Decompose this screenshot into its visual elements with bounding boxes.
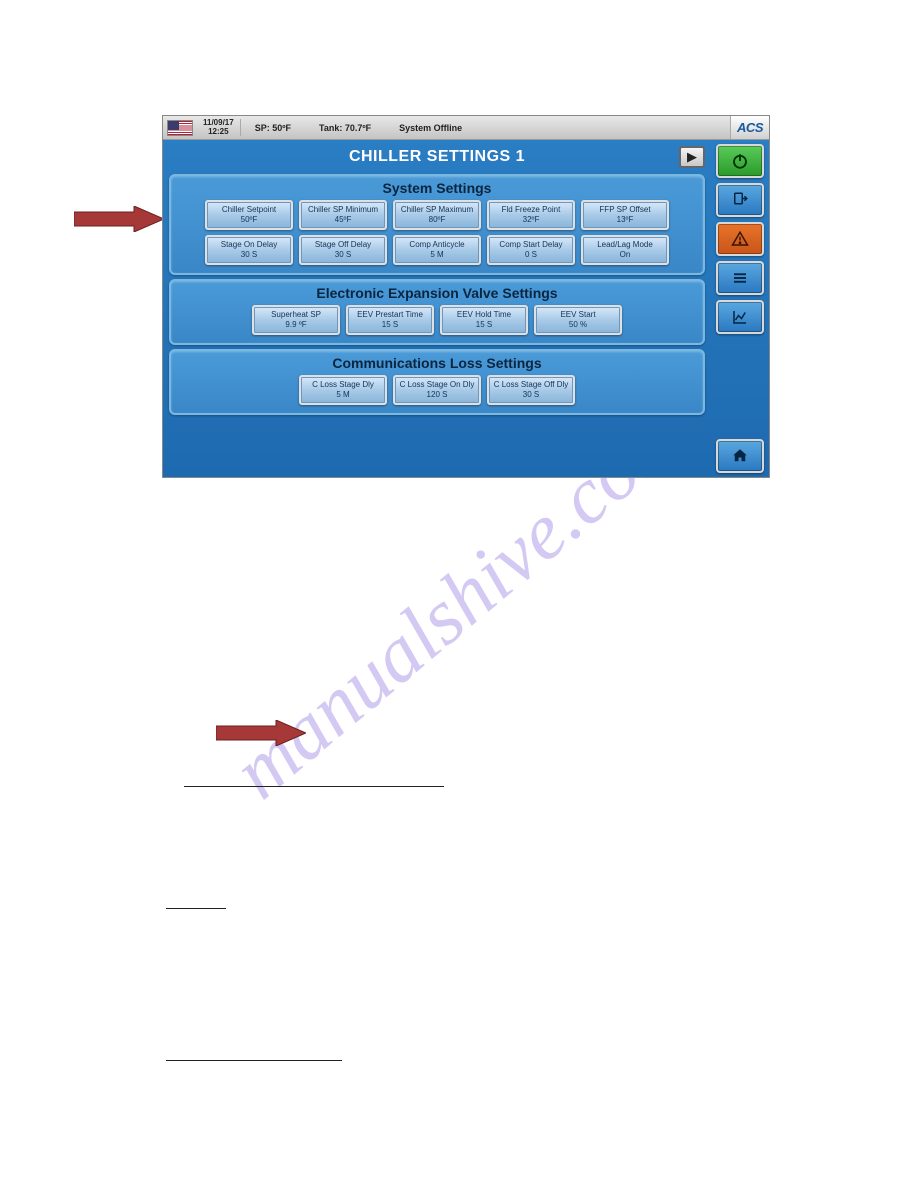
flag-icon[interactable] — [167, 120, 193, 136]
label: Chiller Setpoint — [222, 205, 276, 215]
c-loss-stage-off-dly-button[interactable]: C Loss Stage Off Dly 30 S — [487, 375, 575, 405]
value: 80ºF — [429, 215, 446, 225]
comp-anticycle-button[interactable]: Comp Anticycle 5 M — [393, 235, 481, 265]
label: Comp Anticycle — [409, 240, 464, 250]
eev-prestart-time-button[interactable]: EEV Prestart Time 15 S — [346, 305, 434, 335]
c-loss-stage-dly-button[interactable]: C Loss Stage Dly 5 M — [299, 375, 387, 405]
value: 45ºF — [335, 215, 352, 225]
label: EEV Hold Time — [457, 310, 511, 320]
export-button[interactable] — [716, 183, 764, 217]
eev-settings-panel: Electronic Expansion Valve Settings Supe… — [169, 279, 705, 345]
chiller-sp-max-button[interactable]: Chiller SP Maximum 80ºF — [393, 200, 481, 230]
eev-start-button[interactable]: EEV Start 50 % — [534, 305, 622, 335]
menu-button[interactable] — [716, 261, 764, 295]
datetime-display: 11/09/17 12:25 — [197, 119, 241, 137]
value: 5 M — [430, 250, 443, 260]
label: Comp Start Delay — [499, 240, 562, 250]
value: 30 S — [523, 390, 539, 400]
label: EEV Prestart Time — [357, 310, 423, 320]
value: On — [620, 250, 631, 260]
power-icon — [731, 152, 749, 170]
value: 0 S — [525, 250, 537, 260]
hmi-screenshot: 11/09/17 12:25 SP: 50ºF Tank: 70.7ºF Sys… — [162, 115, 770, 478]
ffp-sp-offset-button[interactable]: FFP SP Offset 13ºF — [581, 200, 669, 230]
label: Lead/Lag Mode — [597, 240, 653, 250]
label: Chiller SP Maximum — [401, 205, 473, 215]
value: 9.9 ºF — [285, 320, 306, 330]
lead-lag-mode-button[interactable]: Lead/Lag Mode On — [581, 235, 669, 265]
title-row: CHILLER SETTINGS 1 ▶ — [169, 144, 705, 170]
warning-icon — [731, 230, 749, 248]
value: 13ºF — [617, 215, 634, 225]
superheat-sp-button[interactable]: Superheat SP 9.9 ºF — [252, 305, 340, 335]
value: 32ºF — [523, 215, 540, 225]
label: C Loss Stage On Dly — [400, 380, 475, 390]
trend-button[interactable] — [716, 300, 764, 334]
chart-icon — [731, 308, 749, 326]
arrow-callout-2 — [216, 720, 306, 746]
home-button[interactable] — [716, 439, 764, 473]
power-button[interactable] — [716, 144, 764, 178]
top-status-bar: 11/09/17 12:25 SP: 50ºF Tank: 70.7ºF Sys… — [163, 116, 769, 140]
home-icon — [731, 447, 749, 465]
time-text: 12:25 — [208, 128, 228, 137]
chiller-setpoint-button[interactable]: Chiller Setpoint 50ºF — [205, 200, 293, 230]
alarm-button[interactable] — [716, 222, 764, 256]
value: 30 S — [241, 250, 257, 260]
menu-icon — [731, 269, 749, 287]
value: 50 % — [569, 320, 587, 330]
stage-off-delay-button[interactable]: Stage Off Delay 30 S — [299, 235, 387, 265]
label: Stage Off Delay — [315, 240, 371, 250]
tank-temp-display: Tank: 70.7ºF — [305, 123, 385, 133]
value: 30 S — [335, 250, 351, 260]
label: Stage On Delay — [221, 240, 277, 250]
label: EEV Start — [560, 310, 595, 320]
comm-loss-title: Communications Loss Settings — [177, 355, 697, 371]
sidebar-nav — [711, 140, 769, 477]
main-content: CHILLER SETTINGS 1 ▶ System Settings Chi… — [163, 140, 711, 477]
label: Chiller SP Minimum — [308, 205, 378, 215]
fld-freeze-point-button[interactable]: Fld Freeze Point 32ºF — [487, 200, 575, 230]
page-title: CHILLER SETTINGS 1 — [349, 148, 525, 166]
label: FFP SP Offset — [599, 205, 650, 215]
export-icon — [731, 191, 749, 209]
label: C Loss Stage Off Dly — [494, 380, 569, 390]
setpoint-display: SP: 50ºF — [241, 123, 305, 133]
underline-2 — [166, 908, 226, 909]
comp-start-delay-button[interactable]: Comp Start Delay 0 S — [487, 235, 575, 265]
label: C Loss Stage Dly — [312, 380, 374, 390]
system-settings-title: System Settings — [177, 180, 697, 196]
value: 120 S — [427, 390, 448, 400]
label: Fld Freeze Point — [502, 205, 561, 215]
eev-hold-time-button[interactable]: EEV Hold Time 15 S — [440, 305, 528, 335]
label: Superheat SP — [271, 310, 321, 320]
underline-3 — [166, 1060, 342, 1061]
stage-on-delay-button[interactable]: Stage On Delay 30 S — [205, 235, 293, 265]
eev-settings-title: Electronic Expansion Valve Settings — [177, 285, 697, 301]
next-page-button[interactable]: ▶ — [679, 146, 705, 168]
value: 15 S — [476, 320, 492, 330]
system-settings-panel: System Settings Chiller Setpoint 50ºF Ch… — [169, 174, 705, 275]
acs-logo: ACS — [730, 116, 769, 139]
comm-loss-panel: Communications Loss Settings C Loss Stag… — [169, 349, 705, 415]
value: 50ºF — [241, 215, 258, 225]
c-loss-stage-on-dly-button[interactable]: C Loss Stage On Dly 120 S — [393, 375, 481, 405]
chiller-sp-min-button[interactable]: Chiller SP Minimum 45ºF — [299, 200, 387, 230]
value: 5 M — [336, 390, 349, 400]
system-status-display: System Offline — [385, 123, 476, 133]
value: 15 S — [382, 320, 398, 330]
arrow-callout-1 — [74, 206, 164, 232]
underline-1 — [184, 786, 444, 787]
